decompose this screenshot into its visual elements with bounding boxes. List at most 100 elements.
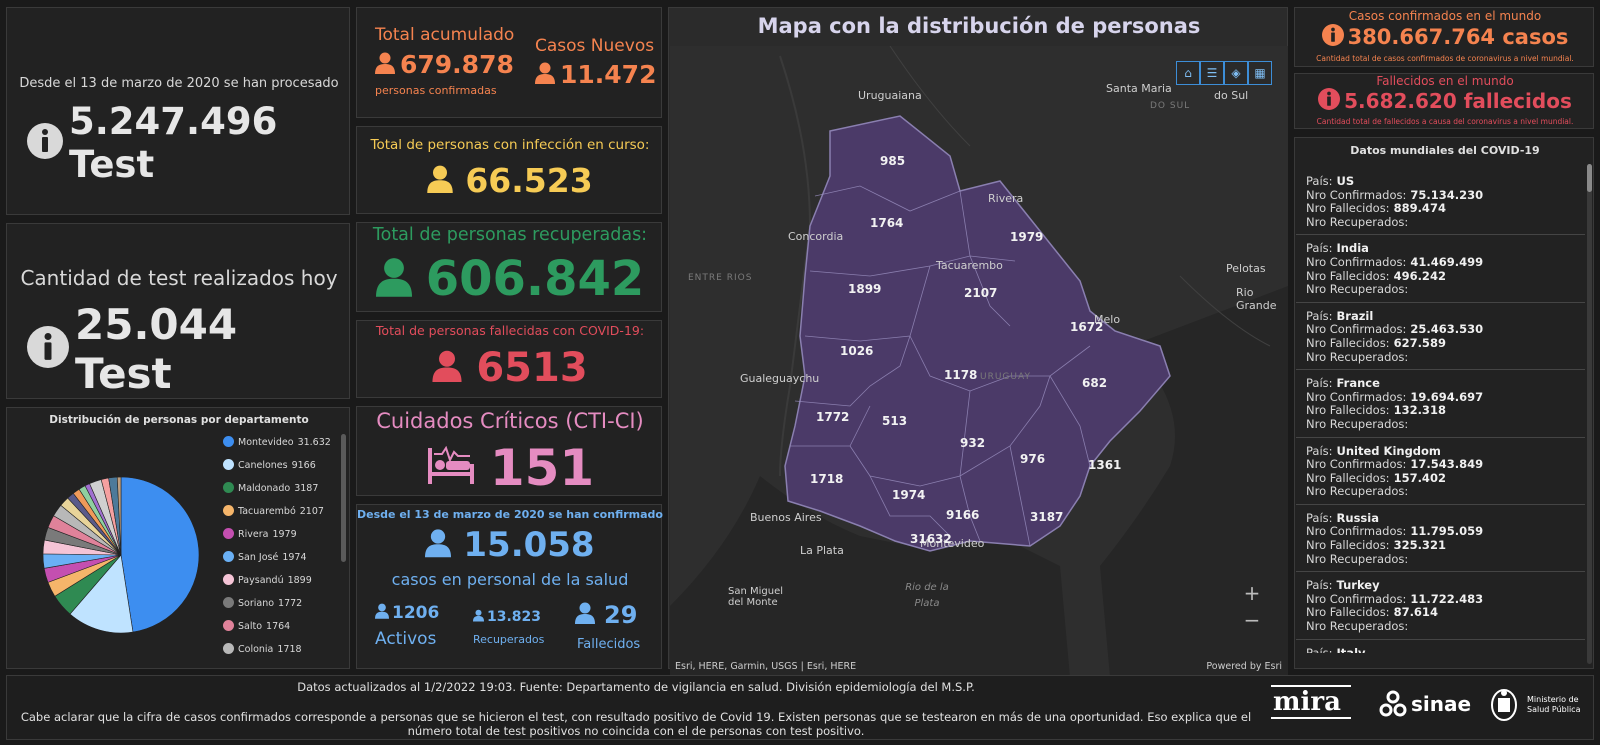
department-count[interactable]: 1718 <box>810 472 844 486</box>
department-count[interactable]: 1899 <box>848 282 882 296</box>
legend-value: 1718 <box>277 644 302 655</box>
footer-updated: Datos actualizados al 1/2/2022 19:03. Fu… <box>297 680 975 694</box>
country-item[interactable]: País:ItalyNro Confirmados:11.116.422Nro … <box>1296 640 1585 653</box>
map-region-entre-rios: ENTRE RIOS <box>688 273 753 283</box>
department-count[interactable]: 1979 <box>1010 230 1044 244</box>
country-field-value: India <box>1336 241 1369 256</box>
legend-value: 31.632 <box>297 437 331 448</box>
new-cases-row: 11.472 <box>535 60 656 89</box>
legend-item[interactable]: Tacuarembó 2107 <box>223 505 324 517</box>
legend-button[interactable]: ☰ <box>1200 61 1224 85</box>
info-icon <box>27 123 63 163</box>
department-count[interactable]: 9166 <box>946 508 980 522</box>
tests-total-panel: Desde el 13 de marzo de 2020 se han proc… <box>6 7 350 215</box>
country-field-value: Italy <box>1336 645 1366 653</box>
country-line: Nro Recuperados: <box>1306 215 1575 230</box>
person-icon <box>432 350 462 386</box>
legend-value: 1764 <box>266 621 291 632</box>
pie-slice-flores[interactable] <box>116 476 122 556</box>
legend-item[interactable]: Montevideo 31.632 <box>223 436 331 448</box>
legend-item[interactable]: Soriano 1772 <box>223 597 302 609</box>
health-staff-value: 15.058 <box>463 525 595 565</box>
map-region-do-sul: DO SUL <box>1150 101 1191 111</box>
country-field-label: Nro Confirmados: <box>1306 187 1407 202</box>
department-count[interactable]: 3187 <box>1030 510 1064 524</box>
country-item[interactable]: País: India Nro Confirmados: 41.469.499 Nro … <box>1296 235 1585 303</box>
recovered-title: Total de personas recuperadas: <box>372 225 648 245</box>
country-line: País: Italy <box>1306 645 1575 653</box>
country-field-label: Nro Fallecidos: <box>1306 268 1390 283</box>
department-count[interactable]: 513 <box>882 414 908 428</box>
legend-swatch <box>223 505 234 516</box>
country-item[interactable]: País: France Nro Confirmados: 19.694.697 Nro… <box>1296 370 1585 438</box>
country-item[interactable]: País: Brazil Nro Confirmados: 25.463.530 Nro… <box>1296 303 1585 371</box>
department-count[interactable]: 682 <box>1082 376 1108 390</box>
health-staff-subtitle: casos en personal de la salud <box>391 570 629 589</box>
department-count[interactable]: 2107 <box>964 286 998 300</box>
legend-name: Rivera <box>238 529 269 540</box>
legend-swatch <box>223 597 234 608</box>
department-count[interactable]: 976 <box>1020 452 1046 466</box>
legend-scrollbar[interactable] <box>341 434 346 562</box>
department-count[interactable]: 985 <box>880 154 906 168</box>
deceased-title: Total de personas fallecidas con COVID-1… <box>375 323 645 338</box>
map-basemap <box>670 46 1288 677</box>
zoom-in-button[interactable]: + <box>1243 581 1261 605</box>
health-staff-caption: Desde el 13 de marzo de 2020 se han conf… <box>357 508 663 521</box>
pie-slice-montevideo[interactable] <box>120 476 200 633</box>
country-field-value: 11.722.483 <box>1410 591 1484 606</box>
country-item[interactable]: País: US Nro Confirmados: 75.134.230 Nro Fal… <box>1296 168 1585 236</box>
info-icon <box>27 326 69 372</box>
legend-item[interactable]: Maldonado 3187 <box>223 482 318 494</box>
country-line: Nro Confirmados: 19.694.697 <box>1306 390 1575 405</box>
country-line: Nro Recuperados: <box>1306 350 1575 365</box>
zoom-out-button[interactable]: − <box>1243 608 1261 632</box>
department-count[interactable]: 1178 <box>944 368 978 382</box>
department-count[interactable]: 1026 <box>840 344 874 358</box>
country-field-label: País: <box>1306 308 1333 323</box>
legend-item[interactable]: Paysandú 1899 <box>223 574 312 586</box>
world-list-scrollbar[interactable] <box>1587 164 1592 664</box>
world-country-list[interactable]: País: US Nro Confirmados: 75.134.230 Nro Fal… <box>1296 168 1585 653</box>
legend-item[interactable]: Colonia 1718 <box>223 643 302 655</box>
country-field-label: Nro Fallecidos: <box>1306 335 1390 350</box>
staff-recovered-value: 13.823 <box>487 608 542 625</box>
department-count[interactable]: 1764 <box>870 216 904 230</box>
pie-slice-canelones[interactable] <box>69 554 134 634</box>
sinae-logo: sinae <box>1379 690 1471 718</box>
world-confirmed-panel: Casos confirmados en el mundo 380.667.76… <box>1294 7 1594 67</box>
department-count[interactable]: 31632 <box>910 532 952 546</box>
basemap-button[interactable]: ▦ <box>1248 61 1272 85</box>
country-line: País: United Kingdom <box>1306 444 1575 459</box>
department-count[interactable]: 1974 <box>892 488 926 502</box>
legend-item[interactable]: San José 1974 <box>223 551 307 563</box>
country-line: Nro Recuperados: <box>1306 282 1575 297</box>
country-line: Nro Fallecidos: 132.318 <box>1306 404 1575 418</box>
country-line: Nro Fallecidos: 325.321 <box>1306 538 1575 553</box>
layers-button[interactable]: ◈ <box>1224 61 1248 85</box>
deceased-row: 6513 <box>357 345 663 391</box>
legend-item[interactable]: Canelones 9166 <box>223 459 316 471</box>
map-title: Mapa con la distribución de personas <box>757 14 1201 38</box>
map-canvas[interactable]: Uruguaiana Santa Maria do Sul DO SUL Con… <box>670 46 1288 677</box>
department-count[interactable]: 1361 <box>1088 458 1122 472</box>
home-button[interactable]: ⌂ <box>1176 61 1200 85</box>
accumulated-subtitle: personas confirmadas <box>375 84 497 97</box>
person-icon <box>575 602 595 628</box>
world-data-panel: Datos mundiales del COVID-19 País: US Nro … <box>1294 137 1594 669</box>
legend-name: San José <box>238 552 279 563</box>
department-count[interactable]: 932 <box>960 436 986 450</box>
country-field-label: Nro Fallecidos: <box>1306 403 1390 418</box>
country-line: Nro Fallecidos: 496.242 <box>1306 268 1575 284</box>
uruguay-shape <box>784 115 1171 552</box>
legend-item[interactable]: Salto 1764 <box>223 620 290 632</box>
legend-item[interactable]: Rivera 1979 <box>223 528 297 540</box>
department-count[interactable]: 1672 <box>1070 320 1104 334</box>
pie-panel: Distribución de personas por departament… <box>6 407 350 669</box>
department-count[interactable]: 1772 <box>816 410 850 424</box>
country-item[interactable]: País: Russia Nro Confirmados: 11.795.059 Nro… <box>1296 505 1585 573</box>
map-powered-by: Powered by Esri <box>1206 661 1282 672</box>
country-item[interactable]: País: Turkey Nro Confirmados: 11.722.483 Nro… <box>1296 572 1585 640</box>
country-item[interactable]: País: United Kingdom Nro Confirmados: 17.54… <box>1296 438 1585 505</box>
tests-today-row: 25.044 Test <box>27 300 347 398</box>
